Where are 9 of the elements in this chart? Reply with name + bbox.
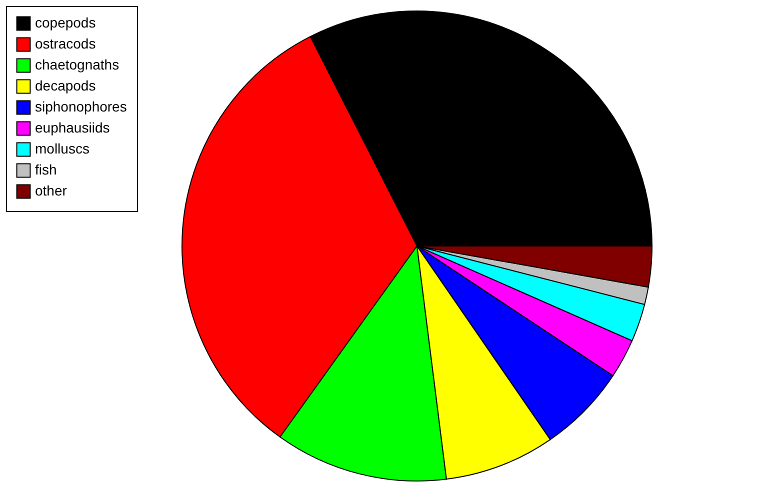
- legend-label: fish: [35, 162, 57, 178]
- legend-label: decapods: [35, 78, 96, 94]
- legend-label: molluscs: [35, 140, 90, 156]
- legend-label: ostracods: [35, 36, 96, 52]
- legend-label: siphonophores: [35, 98, 127, 114]
- legend-label: copepods: [35, 14, 96, 30]
- legend-label: other: [35, 182, 68, 198]
- legend-label: euphausiids: [35, 120, 110, 136]
- legend-label: chaetognaths: [35, 56, 120, 72]
